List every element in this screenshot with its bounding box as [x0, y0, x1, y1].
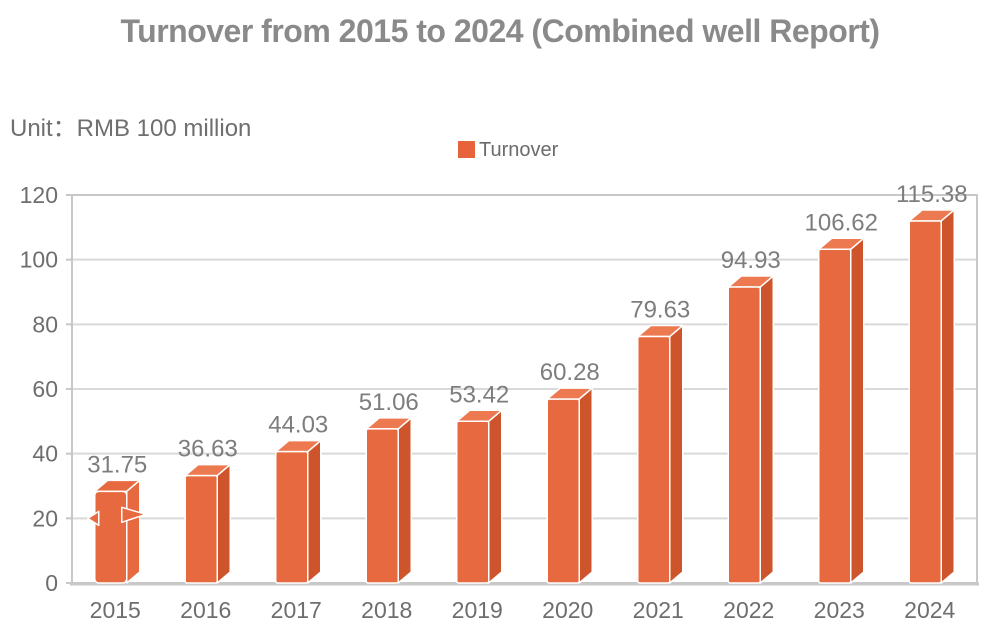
bar-2022	[727, 275, 774, 584]
x-axis-label-2024: 2024	[904, 597, 955, 623]
x-axis-label-2019: 2019	[452, 597, 503, 623]
bar-2016	[184, 463, 231, 584]
bar-side-face	[940, 209, 955, 584]
legend-label: Turnover	[479, 139, 559, 161]
bar-side-face	[126, 479, 141, 584]
bar-2019	[456, 409, 503, 584]
bar-front-face	[818, 248, 852, 584]
x-axis-label-2016: 2016	[180, 597, 231, 623]
bar-front-face	[546, 398, 580, 584]
value-label-2023: 106.62	[805, 209, 878, 236]
bar-notch-left	[87, 510, 100, 527]
y-axis-label-100: 100	[20, 247, 58, 273]
bar-front-face	[184, 474, 218, 584]
value-label-2022: 94.93	[721, 247, 781, 274]
legend: Turnover	[458, 140, 558, 160]
value-label-2021: 79.63	[630, 297, 690, 324]
bar-2023	[818, 237, 865, 584]
bar-2024	[908, 209, 955, 584]
bar-side-face	[850, 237, 865, 584]
x-axis-label-2015: 2015	[90, 597, 141, 623]
bar-front-face	[365, 428, 399, 584]
x-axis-label-2017: 2017	[271, 597, 322, 623]
bar-side-face	[759, 275, 774, 584]
bar-2015	[87, 479, 147, 584]
x-axis-label-2018: 2018	[361, 597, 412, 623]
value-label-2016: 36.63	[178, 436, 238, 463]
value-label-2017: 44.03	[268, 412, 328, 439]
y-axis-label-60: 60	[32, 376, 58, 402]
turnover-legend-swatch-icon	[458, 141, 475, 158]
y-axis-label-20: 20	[32, 505, 58, 531]
x-axis-label-2021: 2021	[633, 597, 684, 623]
bar-front-face	[637, 335, 671, 584]
bar-front-face	[456, 420, 490, 584]
value-label-2015: 31.75	[87, 451, 147, 478]
bar-2017	[275, 439, 322, 584]
bar-side-face	[216, 463, 231, 584]
bar-2018	[365, 417, 412, 584]
bar-side-face	[307, 439, 322, 584]
chart-title: Turnover from 2015 to 2024 (Combined wel…	[120, 13, 880, 49]
bar-2021	[637, 324, 684, 584]
bar-front-face	[908, 220, 942, 584]
bar-side-face	[669, 324, 684, 584]
value-label-2019: 53.42	[449, 381, 509, 408]
y-axis-label-40: 40	[32, 441, 58, 467]
x-axis-label-2020: 2020	[542, 597, 593, 623]
y-axis-label-80: 80	[32, 311, 58, 337]
bar-front-face	[727, 286, 761, 584]
value-label-2024: 115.38	[896, 181, 968, 208]
value-label-2018: 51.06	[359, 389, 419, 416]
unit-label: Unit：RMB 100 million	[10, 115, 252, 142]
x-axis-label-2023: 2023	[814, 597, 865, 623]
bar-front-face	[275, 450, 309, 584]
bar-front-face	[94, 490, 128, 584]
bar-side-face	[488, 409, 503, 584]
value-label-2020: 60.28	[540, 359, 600, 386]
bar-side-face	[578, 387, 593, 584]
bar-notch-right	[121, 506, 147, 524]
bar-2020	[546, 387, 593, 584]
y-axis-label-0: 0	[45, 570, 58, 596]
x-axis-label-2022: 2022	[723, 597, 774, 623]
bar-side-face	[397, 417, 412, 584]
y-axis-label-120: 120	[20, 182, 58, 208]
